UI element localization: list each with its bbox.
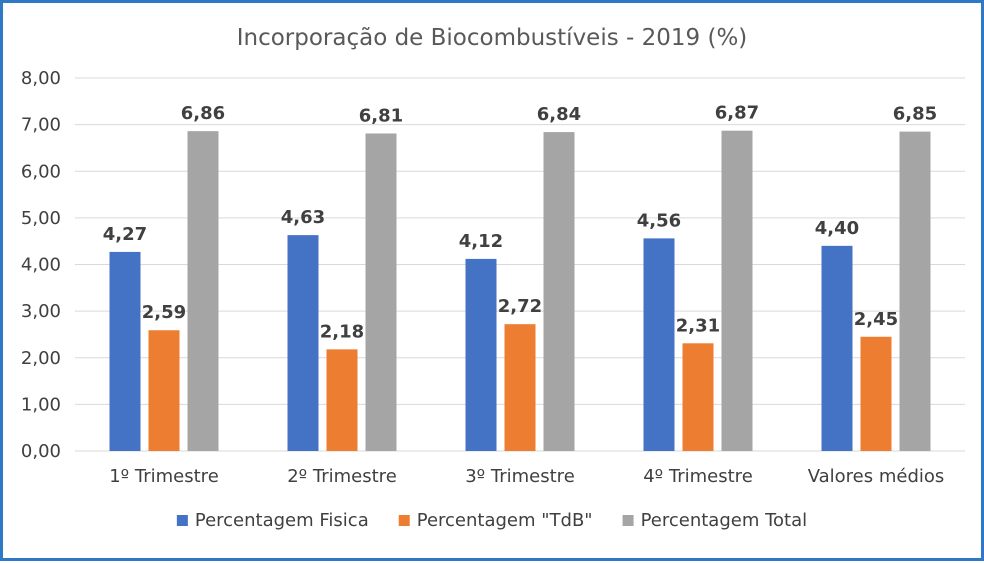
bar	[821, 245, 853, 451]
data-label: 2,18	[320, 321, 364, 342]
data-label: 6,85	[893, 104, 937, 125]
bar	[543, 132, 575, 451]
data-label: 4,63	[281, 207, 325, 228]
legend: Percentagem Fisica Percentagem "TdB" Perce…	[176, 510, 808, 531]
bars	[109, 130, 931, 451]
data-label: 6,84	[537, 104, 581, 125]
data-label: 6,81	[359, 105, 403, 126]
data-label: 4,12	[459, 231, 503, 252]
chart-title: Incorporação de Biocombustíveis - 2019 (…	[237, 25, 748, 51]
y-tick-label: 3,00	[21, 301, 61, 322]
y-tick-label: 0,00	[21, 441, 61, 462]
data-label: 2,31	[676, 315, 720, 336]
bar	[504, 324, 536, 451]
y-axis-ticks: 0,00 1,00 2,00 3,00 4,00 5,00 6,00 7,00 8,00	[21, 68, 61, 462]
bar	[643, 238, 675, 451]
x-category-label: 4º Trimestre	[643, 466, 753, 487]
legend-swatch	[398, 515, 410, 526]
legend-label: Percentagem Fisica	[195, 510, 369, 531]
data-label: 4,27	[103, 224, 147, 245]
data-label: 4,40	[815, 218, 859, 239]
y-tick-label: 8,00	[21, 68, 61, 89]
bar	[860, 336, 892, 451]
bar	[465, 258, 497, 451]
bar	[899, 131, 931, 451]
y-tick-label: 1,00	[21, 394, 61, 415]
data-label: 6,87	[715, 103, 759, 124]
x-category-label: 2º Trimestre	[287, 466, 397, 487]
data-label: 6,86	[181, 103, 225, 124]
legend-label: Percentagem "TdB"	[417, 510, 593, 531]
bar	[109, 251, 141, 451]
x-axis-categories: 1º Trimestre 2º Trimestre 3º Trimestre 4º T…	[109, 466, 944, 487]
data-labels: 4,27 2,59 6,86 4,63 2,18 6,81 4,12 2,72 6,84 4,56…	[103, 103, 937, 343]
gridlines	[75, 77, 965, 452]
x-category-label: 3º Trimestre	[465, 466, 575, 487]
y-tick-label: 5,00	[21, 208, 61, 229]
legend-item: Percentagem Total	[622, 510, 808, 531]
bar	[365, 133, 397, 451]
y-tick-label: 4,00	[21, 255, 61, 276]
data-label: 4,56	[637, 210, 681, 231]
bar	[682, 343, 714, 451]
bar	[148, 330, 180, 451]
bar	[287, 235, 319, 451]
legend-swatch	[176, 515, 188, 526]
x-category-label: Valores médios	[808, 466, 945, 487]
chart-svg: Incorporação de Biocombustíveis - 2019 (…	[21, 25, 965, 531]
bar	[187, 131, 219, 451]
y-tick-label: 2,00	[21, 348, 61, 369]
legend-item: Percentagem "TdB"	[398, 510, 593, 531]
y-tick-label: 6,00	[21, 161, 61, 182]
data-label: 2,72	[498, 296, 542, 317]
x-category-label: 1º Trimestre	[109, 466, 219, 487]
data-label: 2,45	[854, 309, 898, 330]
y-tick-label: 7,00	[21, 115, 61, 136]
bar	[721, 130, 753, 451]
bar	[326, 349, 358, 451]
legend-item: Percentagem Fisica	[176, 510, 369, 531]
legend-swatch	[622, 515, 634, 526]
data-label: 2,59	[142, 302, 186, 323]
legend-label: Percentagem Total	[641, 510, 808, 531]
